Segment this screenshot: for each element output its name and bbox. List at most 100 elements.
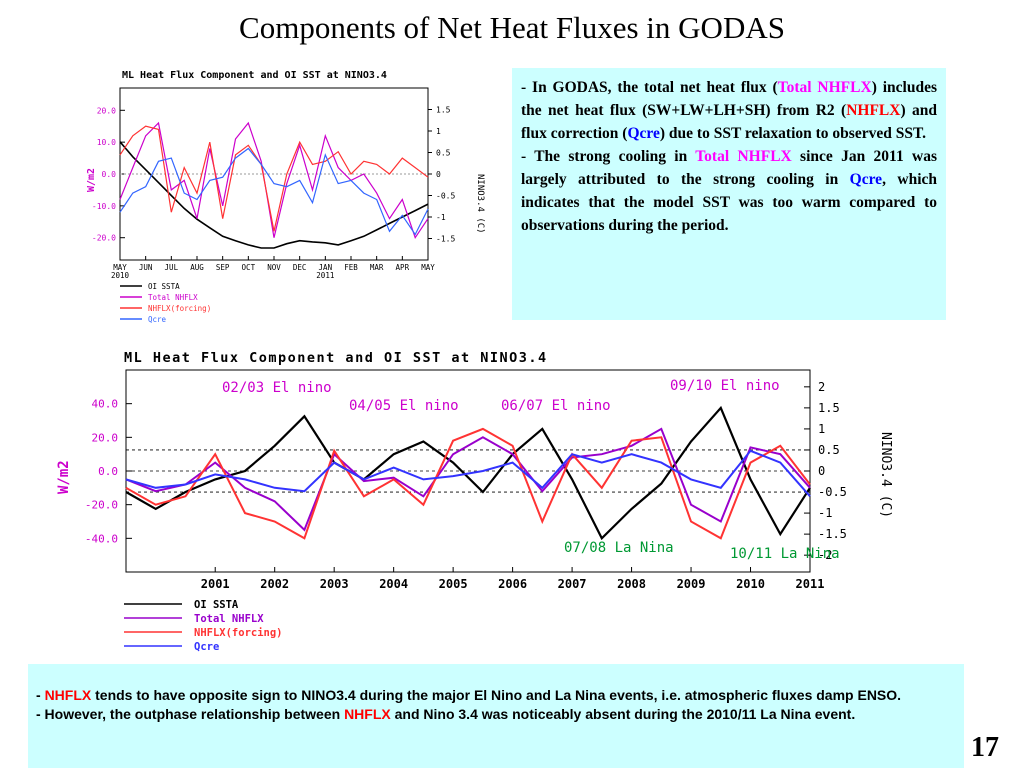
explanation-bullet-1: - In GODAS, the total net heat flux (Tot…: [521, 79, 938, 142]
chart1-xtick-label: JAN: [319, 263, 333, 272]
chart2-series-lines: [125, 405, 811, 541]
chart2-event-label: 07/08 La Nina: [564, 540, 674, 556]
chart-2000-2011: ML Heat Flux Component and OI SST at NIN…: [56, 350, 893, 653]
chart1-ytick-label: 0.0: [102, 170, 117, 179]
chart2-title: ML Heat Flux Component and OI SST at NIN…: [124, 350, 548, 366]
highlight-total-nhflx: Total NHFLX: [777, 79, 872, 96]
chart1-xtick-label: MAY: [421, 263, 435, 272]
conclusion-bullet-2: - However, the outphase relationship bet…: [36, 706, 856, 722]
chart1-series-lines: [119, 121, 429, 249]
chart2-series-qcre: [125, 449, 811, 497]
chart1-legend-label: Qcre: [148, 315, 167, 324]
highlight-nhflx: NHFLX: [44, 687, 92, 703]
chart1-legend-label: NHFLX(forcing): [148, 304, 211, 313]
explanation-box: - In GODAS, the total net heat flux (Tot…: [512, 68, 946, 320]
chart2-y2tick-label: -1.5: [818, 527, 847, 541]
chart1-xtick-label: MAY: [113, 263, 127, 272]
chart2-y2tick-label: -1: [818, 506, 832, 520]
chart1-series-nhflx-forcing-: [119, 125, 429, 232]
chart1-series-total-nhflx: [119, 121, 429, 240]
chart1-y2label: NINO3.4 (C): [475, 174, 485, 234]
chart1-ytick-label: -10.0: [92, 202, 116, 211]
chart1-y2tick-label: 1: [436, 127, 441, 136]
explanation-bullet-2: - The strong cooling in Total NHFLX sinc…: [521, 148, 937, 234]
chart2-series-nhflx-forcing-: [125, 427, 811, 540]
chart2-xtick-label: 2005: [439, 577, 468, 591]
chart1-legend-label: OI SSTA: [148, 282, 180, 291]
chart-2010-2011: ML Heat Flux Component and OI SST at NIN…: [86, 70, 485, 324]
chart1-title: ML Heat Flux Component and OI SST at NIN…: [122, 70, 387, 81]
chart1-ytick-label: 10.0: [97, 138, 116, 147]
chart2-ytick-label: 0.0: [98, 465, 118, 478]
chart1-xtick-label: SEP: [216, 263, 230, 272]
chart2-y2label: NINO3.4 (C): [878, 432, 893, 518]
chart1-ytick-label: -20.0: [92, 234, 116, 243]
chart1-series-oi-ssta: [119, 141, 429, 249]
chart2-legend-label: Qcre: [194, 641, 219, 653]
chart1-ytick-label: 20.0: [97, 106, 116, 115]
chart2-ytick-label: 40.0: [92, 398, 119, 411]
chart2-event-label: 06/07 El nino: [501, 398, 611, 414]
chart2-y2tick-label: 0.5: [818, 443, 840, 457]
chart1-xtick-label: DEC: [293, 263, 307, 272]
chart1-y2tick-label: -1.5: [436, 235, 455, 244]
chart2-ytick-label: -40.0: [85, 532, 118, 545]
chart1-legend: OI SSTA Total NHFLX NHFLX(forcing) Qcre: [120, 282, 211, 324]
highlight-nhflx: NHFLX: [846, 102, 901, 119]
slide-title: Components of Net Heat Fluxes in GODAS: [239, 10, 785, 45]
chart2-y2tick-label: 2: [818, 380, 825, 394]
chart1-xtick-label: 2010: [111, 271, 130, 280]
chart1-y2tick-label: -1: [436, 213, 446, 222]
chart1-xtick-label: JUN: [139, 263, 153, 272]
chart1-xtick-label: NOV: [267, 263, 281, 272]
chart2-ytick-label: -20.0: [85, 499, 118, 512]
chart2-legend: OI SSTA Total NHFLX NHFLX(forcing) Qcre: [124, 599, 283, 653]
chart1-y2tick-label: 1.5: [436, 106, 451, 115]
highlight-qcre: Qcre: [849, 171, 883, 188]
chart2-y2tick-label: -2: [818, 548, 832, 562]
chart2-ylabel: W/m2: [56, 460, 72, 494]
chart2-legend-label: Total NHFLX: [194, 613, 264, 625]
chart1-xtick-label: FEB: [344, 263, 358, 272]
chart2-ytick-label: 20.0: [92, 431, 119, 444]
chart2-xtick-label: 2010: [736, 577, 765, 591]
chart2-y2tick-label: 0: [818, 464, 825, 478]
chart2-legend-label: OI SSTA: [194, 599, 239, 611]
chart1-xtick-label: JUL: [165, 263, 179, 272]
chart1-y2tick-label: 0: [436, 170, 441, 179]
chart1-xtick-label: APR: [396, 263, 410, 272]
chart1-xtick-label: MAR: [370, 263, 384, 272]
conclusion-bullet-1: - NHFLX tends to have opposite sign to N…: [36, 687, 902, 703]
chart2-event-label: 09/10 El nino: [670, 378, 780, 394]
chart2-legend-label: NHFLX(forcing): [194, 627, 283, 639]
chart2-xtick-label: 2009: [677, 577, 706, 591]
chart2-event-label: 02/03 El nino: [222, 380, 332, 396]
highlight-total-nhflx: Total NHFLX: [695, 148, 792, 165]
chart2-xtick-label: 2002: [260, 577, 289, 591]
chart2-y2tick-label: 1: [818, 422, 825, 436]
chart1-xtick-label: AUG: [190, 263, 204, 272]
chart2-y2tick-label: 1.5: [818, 401, 840, 415]
page-number: 17: [971, 732, 999, 763]
chart1-series-qcre: [119, 147, 429, 236]
chart2-annotations: 02/03 El nino 04/05 El nino 06/07 El nino 0…: [222, 378, 840, 562]
chart2-xtick-label: 2004: [379, 577, 408, 591]
chart2-xtick-label: 2007: [558, 577, 587, 591]
chart2-xtick-label: 2011: [796, 577, 825, 591]
chart2-axes: 40.0 20.0 0.0 -20.0 -40.0 2 1.5 1 0.5 0 -0.5 -1 -1.5…: [85, 369, 847, 591]
chart1-y2tick-label: 0.5: [436, 149, 451, 158]
chart1-ylabel: W/m2: [86, 168, 97, 192]
chart1-xtick-label: 2011: [316, 271, 334, 280]
highlight-nhflx: NHFLX: [344, 706, 391, 722]
chart2-xtick-label: 2008: [617, 577, 646, 591]
chart1-legend-label: Total NHFLX: [148, 293, 198, 302]
chart2-event-label: 10/11 La Nina: [730, 546, 840, 562]
chart2-xtick-label: 2003: [320, 577, 349, 591]
chart2-y2tick-label: -0.5: [818, 485, 847, 499]
chart2-xtick-label: 2001: [201, 577, 230, 591]
chart2-series-total-nhflx: [125, 427, 811, 532]
chart2-xtick-label: 2006: [498, 577, 527, 591]
highlight-qcre: Qcre: [627, 125, 660, 142]
chart2-series-oi-ssta: [125, 405, 811, 541]
chart1-axes: 20.0 10.0 0.0 -10.0 -20.0 1.5 1 0.5 0 -0.5 -1 -1.5 M…: [92, 87, 455, 280]
